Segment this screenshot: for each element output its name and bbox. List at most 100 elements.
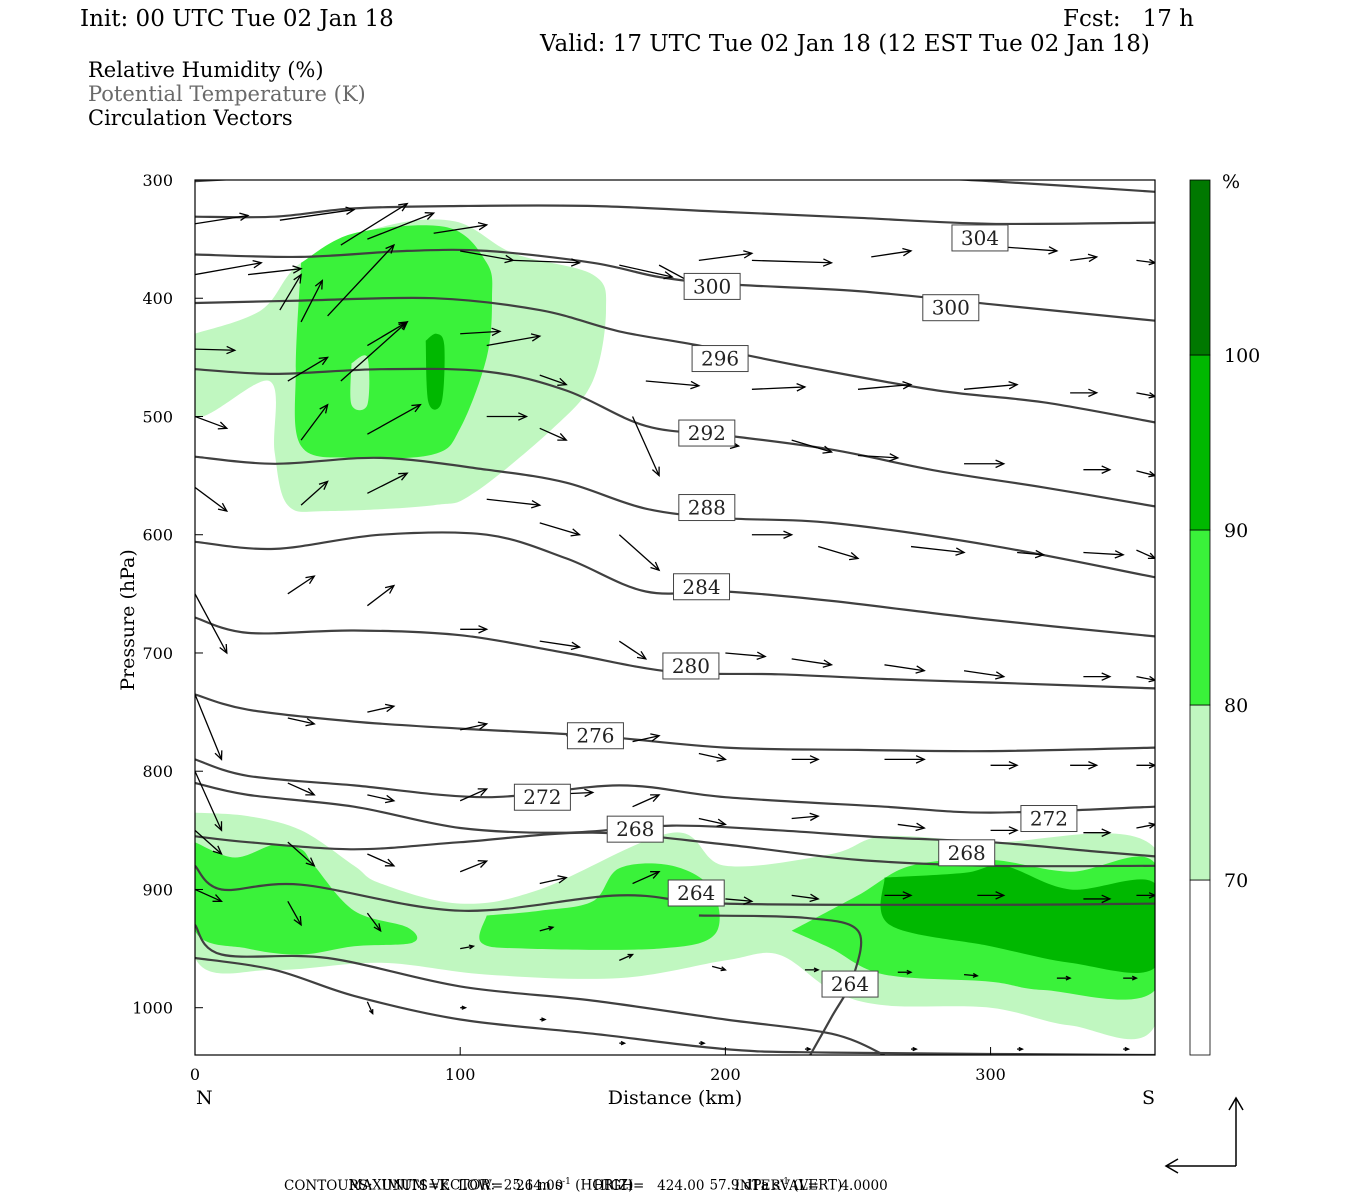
rh-region-90-100	[880, 865, 1155, 973]
circulation-vector	[195, 486, 229, 513]
y-axis-label: Pressure (hPa)	[117, 549, 139, 691]
circulation-vector	[631, 416, 660, 478]
contour-label-box	[1020, 805, 1078, 833]
circulation-vector	[871, 247, 913, 258]
theta-contour-292	[195, 367, 1155, 508]
x-tick-label: 100	[445, 1065, 476, 1084]
init-time: Init: 00 UTC Tue 02 Jan 18	[80, 6, 394, 32]
circulation-vector	[247, 265, 303, 276]
circulation-vector	[279, 273, 302, 311]
contour-label-box	[673, 573, 731, 601]
circulation-vector	[460, 327, 502, 337]
circulation-vector	[791, 812, 820, 822]
contour-label-box	[678, 494, 736, 522]
circulation-vector	[195, 259, 263, 276]
contour-label-box	[678, 419, 736, 447]
circulation-vector	[1136, 470, 1155, 478]
circulation-vector	[1123, 975, 1138, 981]
circulation-vector	[990, 826, 1019, 835]
rh-region-80-90	[294, 225, 493, 459]
circulation-vector	[287, 900, 302, 927]
circulation-vector	[340, 202, 409, 246]
circulation-vector	[698, 1040, 706, 1046]
legend-circulation-vectors: Circulation Vectors	[88, 106, 293, 130]
circulation-vector	[857, 380, 913, 390]
circulation-vector	[287, 356, 329, 382]
colorbar: % 70 80 90 100	[1189, 171, 1260, 1056]
rh-shading	[195, 219, 1155, 1040]
circulation-vector	[619, 264, 674, 280]
contours-note: CONTOURS: UNITS=K LOW= 264.00 HIGH= 424.…	[284, 1178, 888, 1194]
circulation-vector	[287, 841, 316, 867]
south-label: S	[1142, 1087, 1155, 1109]
theta-contour-296	[195, 296, 1155, 424]
circulation-vector	[486, 412, 529, 421]
circulation-vector	[857, 453, 900, 462]
colorbar-segment	[1189, 354, 1211, 531]
contour-label-box	[683, 272, 741, 300]
theta-contour-280	[195, 616, 1155, 690]
circulation-vector	[539, 1017, 547, 1022]
circulation-vector	[195, 888, 223, 902]
circulation-vector	[1136, 258, 1155, 266]
circulation-vector	[698, 817, 727, 827]
contour-label: 276	[576, 724, 614, 748]
x-tick-label: 0	[190, 1065, 200, 1084]
colorbar-segment	[1189, 704, 1211, 881]
contour-label-box	[513, 783, 571, 811]
circulation-vector	[1083, 894, 1112, 904]
circulation-vector	[367, 472, 409, 494]
circulation-vector	[367, 321, 409, 347]
theta-contour-276	[195, 693, 1155, 753]
contour-label: 296	[701, 347, 739, 371]
circulation-vector	[539, 925, 555, 932]
circulation-vector	[539, 427, 568, 441]
rh-region-80-90	[195, 842, 418, 955]
circulation-vector	[725, 651, 767, 661]
contour-label-box	[821, 970, 879, 998]
contour-label-box	[691, 345, 749, 373]
colorbar-unit: %	[1222, 171, 1240, 193]
circulation-vector	[911, 1046, 918, 1052]
y-tick-label: 300	[142, 171, 173, 190]
circulation-vector	[964, 380, 1019, 390]
circulation-vector	[884, 755, 926, 764]
circulation-vector	[460, 944, 476, 950]
circulation-vector	[804, 1046, 812, 1052]
circulation-vector	[964, 972, 979, 978]
circulation-vector	[791, 755, 820, 764]
circulation-vector	[1136, 822, 1155, 829]
theta-contour-272	[195, 781, 1155, 858]
contour-label: 264	[677, 881, 715, 905]
circulation-vector	[618, 534, 661, 572]
circulation-vector	[367, 703, 396, 713]
circulation-vector	[300, 403, 329, 441]
circulation-vector	[751, 258, 834, 267]
circulation-vector	[366, 1001, 374, 1016]
circulation-vector	[711, 965, 727, 972]
circulation-vector	[1136, 892, 1155, 899]
circulation-vector	[287, 575, 316, 595]
circulation-vector	[367, 403, 422, 435]
circulation-vector	[725, 896, 754, 905]
circulation-vector	[1070, 761, 1099, 770]
circulation-vector	[1070, 253, 1099, 263]
axis-ticks: 0 100 200 300 300 400 500 600 700 800 900 1000	[132, 171, 1006, 1084]
circulation-vector	[539, 374, 568, 386]
circulation-vector	[460, 625, 489, 634]
circulation-vector	[486, 498, 542, 509]
valid-time: Valid: 17 UTC Tue 02 Jan 18 (12 EST Tue …	[540, 31, 1150, 57]
colorbar-level-label: 70	[1224, 870, 1248, 892]
contour-labels: 304 300 300 296 292 288 284 280 276 272 272 268 268 2…	[513, 224, 1078, 998]
circulation-vector	[459, 788, 489, 802]
circulation-vector	[513, 258, 582, 267]
rh-region-90-100	[425, 333, 445, 410]
y-tick-label: 800	[142, 762, 173, 781]
circulation-vector	[367, 212, 436, 240]
legend-potential-temperature: Potential Temperature (K)	[88, 82, 366, 106]
theta-contour-264	[698, 914, 863, 1055]
circulation-vector	[366, 584, 396, 607]
contour-label: 272	[1030, 807, 1068, 831]
circulation-vector	[366, 912, 382, 933]
circulation-vector	[1056, 975, 1072, 981]
